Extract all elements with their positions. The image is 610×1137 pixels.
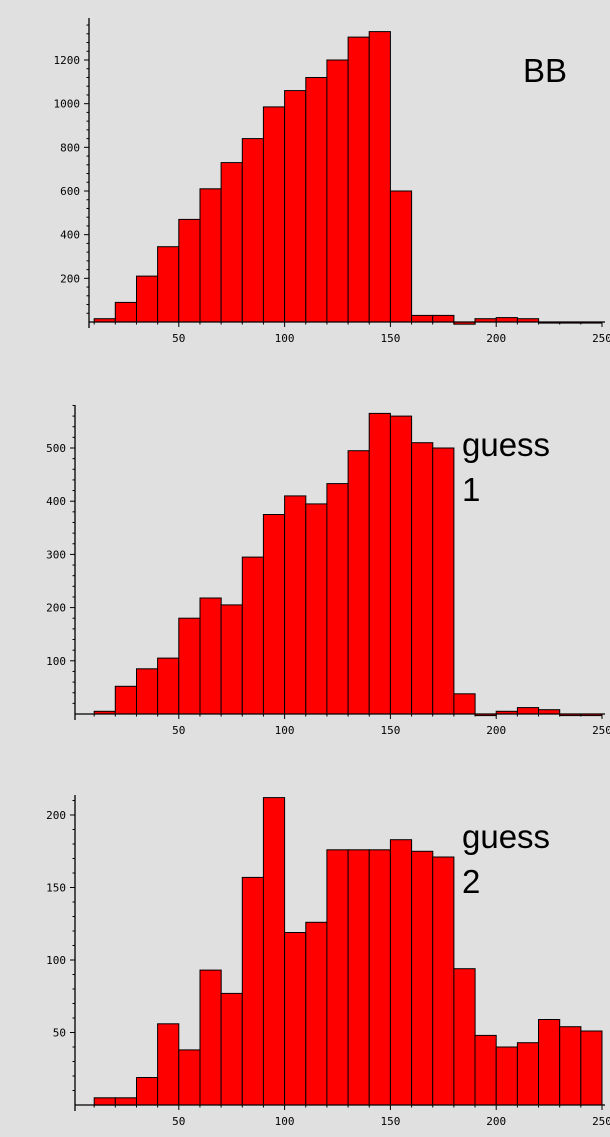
histogram-bar bbox=[453, 693, 476, 715]
histogram-panel-2: 50 100 150 200 250 100 200 300 400 500 guess 1 bbox=[46, 404, 610, 737]
histogram-bar bbox=[432, 447, 455, 715]
histogram-bar bbox=[241, 876, 265, 1106]
x-tick-label: 50 bbox=[172, 332, 185, 345]
x-tick-label: 100 bbox=[275, 724, 295, 737]
x-tick-label: 100 bbox=[275, 1115, 295, 1128]
histogram-bar bbox=[516, 1042, 540, 1106]
histogram-bar bbox=[495, 317, 518, 323]
histogram-bar bbox=[453, 968, 476, 1106]
histogram-bar bbox=[262, 797, 286, 1106]
histogram-bar bbox=[389, 190, 413, 323]
y-tick-label: 100 bbox=[46, 655, 66, 668]
x-tick-label: 100 bbox=[275, 332, 295, 345]
histogram-bar bbox=[495, 1046, 518, 1106]
y-tick-label: 1000 bbox=[54, 98, 81, 111]
y-tick-label: 200 bbox=[46, 809, 66, 822]
histogram-bar bbox=[220, 604, 243, 715]
y-tick-label: 600 bbox=[60, 185, 80, 198]
histogram-bar bbox=[305, 503, 328, 715]
histogram-bar bbox=[368, 412, 391, 715]
histogram-bar bbox=[347, 450, 370, 715]
histogram-bar bbox=[220, 162, 243, 323]
histogram-bar bbox=[305, 77, 328, 323]
y-tick-label: 150 bbox=[46, 882, 66, 895]
histogram-bar bbox=[284, 495, 307, 715]
y-tick-label: 400 bbox=[60, 229, 80, 242]
histogram-bar bbox=[326, 483, 349, 715]
histogram-bar bbox=[178, 1049, 201, 1106]
histogram-bar bbox=[136, 668, 159, 715]
histogram-panel-1: 50 100 150 200 250 200 400 600 800 1000 1200 BB bbox=[54, 18, 610, 345]
histogram-bar bbox=[411, 442, 434, 715]
histogram-bar bbox=[580, 1030, 603, 1106]
x-tick-label: 200 bbox=[486, 1115, 506, 1128]
histogram-bar bbox=[432, 856, 455, 1106]
y-tick-label: 200 bbox=[60, 272, 80, 285]
x-tick-label: 200 bbox=[486, 332, 506, 345]
y-tick-label: 300 bbox=[46, 548, 66, 561]
histogram-bar bbox=[114, 1097, 138, 1106]
histogram-bar bbox=[347, 36, 370, 323]
histogram-bar bbox=[262, 514, 286, 715]
y-tick-label: 1200 bbox=[54, 54, 81, 67]
histogram-bar bbox=[157, 1023, 180, 1106]
histogram-bar bbox=[474, 1034, 497, 1106]
histogram-bar bbox=[241, 138, 265, 323]
x-tick-label: 250 bbox=[592, 1115, 610, 1128]
x-tick-label: 250 bbox=[592, 724, 610, 737]
histogram-bar bbox=[559, 1026, 582, 1106]
y-tick-label: 200 bbox=[46, 602, 66, 615]
histogram-bar bbox=[114, 685, 138, 715]
histogram-bar bbox=[411, 314, 434, 323]
histogram-bar bbox=[368, 849, 391, 1106]
x-tick-label: 50 bbox=[172, 1115, 185, 1128]
histogram-bar bbox=[157, 246, 180, 323]
x-tick-label: 150 bbox=[380, 1115, 400, 1128]
x-tick-label: 250 bbox=[592, 332, 610, 345]
x-tick-label: 150 bbox=[380, 724, 400, 737]
histogram-bar bbox=[199, 969, 222, 1106]
histogram-bar bbox=[347, 849, 370, 1106]
y-tick-label: 500 bbox=[46, 442, 66, 455]
panel-label: 1 bbox=[462, 471, 480, 508]
histogram-bar bbox=[114, 301, 138, 323]
histogram-bar bbox=[326, 849, 349, 1106]
histogram-bar bbox=[93, 1097, 116, 1106]
histogram-bar bbox=[411, 850, 434, 1106]
panel-label: BB bbox=[523, 52, 567, 89]
histogram-bar bbox=[326, 59, 349, 323]
histogram-bar bbox=[538, 1019, 561, 1106]
y-tick-label: 50 bbox=[53, 1027, 66, 1040]
histogram-bar bbox=[136, 275, 159, 323]
histogram-bar bbox=[178, 218, 201, 323]
histogram-bar bbox=[432, 314, 455, 323]
histogram-bar bbox=[157, 657, 180, 715]
x-tick-label: 50 bbox=[172, 724, 185, 737]
x-tick-label: 150 bbox=[380, 332, 400, 345]
y-tick-label: 400 bbox=[46, 495, 66, 508]
histogram-bar bbox=[368, 31, 391, 323]
histogram-bar bbox=[389, 839, 413, 1106]
histogram-panel-3: 50 100 150 200 250 50 100 150 200 guess 2 bbox=[46, 795, 610, 1128]
histogram-bar bbox=[199, 597, 222, 715]
y-tick-label: 800 bbox=[60, 141, 80, 154]
histogram-bar bbox=[136, 1077, 159, 1106]
x-tick-label: 200 bbox=[486, 724, 506, 737]
histogram-bar bbox=[241, 556, 265, 715]
histogram-bar bbox=[262, 106, 286, 323]
histogram-bar bbox=[220, 992, 243, 1106]
histogram-bar bbox=[305, 921, 328, 1106]
histogram-bar bbox=[178, 617, 201, 715]
histogram-bar bbox=[284, 932, 307, 1106]
panel-label: guess bbox=[462, 426, 550, 463]
histogram-bar bbox=[389, 415, 413, 715]
panel-label: 2 bbox=[462, 863, 480, 900]
histogram-bar bbox=[284, 90, 307, 323]
panel-label: guess bbox=[462, 818, 550, 855]
histogram-bar bbox=[199, 188, 222, 323]
y-tick-label: 100 bbox=[46, 954, 66, 967]
histogram-bar bbox=[516, 707, 540, 715]
